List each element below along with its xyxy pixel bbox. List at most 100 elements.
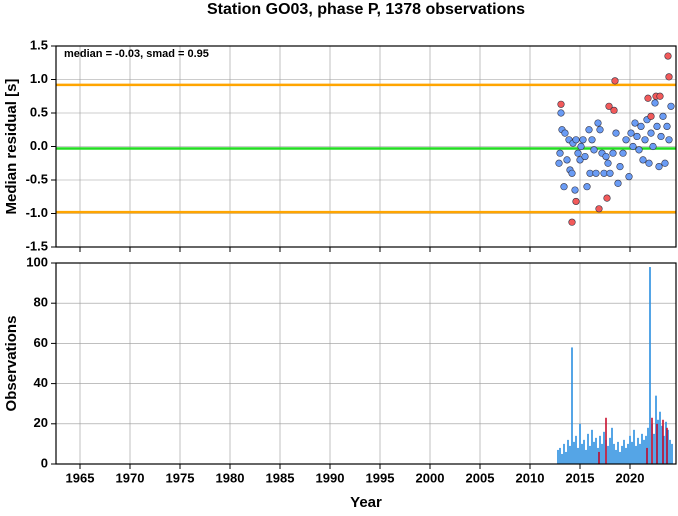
data-point (664, 52, 672, 60)
bar (651, 417, 653, 464)
data-point (637, 122, 645, 130)
x-tick-label: 1980 (216, 470, 245, 485)
x-tick-label: 1990 (316, 470, 345, 485)
y-tick-label: 20 (34, 415, 48, 430)
data-point (606, 169, 614, 177)
data-point (611, 77, 619, 85)
y-tick-label: -1.0 (26, 205, 48, 220)
chart-title: Station GO03, phase P, 1378 observations (207, 1, 525, 18)
data-point (616, 163, 624, 171)
data-point (577, 142, 585, 151)
data-point (665, 136, 673, 144)
bar (619, 451, 621, 464)
data-point (576, 156, 584, 164)
data-point (667, 102, 675, 110)
bar (583, 439, 585, 464)
data-point (631, 119, 639, 127)
bar (567, 439, 569, 464)
bar (579, 423, 581, 464)
bar (599, 435, 601, 464)
bar (665, 421, 667, 464)
bar (613, 443, 615, 464)
bar (645, 435, 647, 464)
bar (559, 447, 561, 464)
x-tick-label: 1965 (66, 470, 95, 485)
x-tick-label: 1985 (266, 470, 295, 485)
bar (603, 431, 605, 464)
y-tick-label: -1.5 (26, 238, 48, 253)
bar (656, 423, 658, 464)
data-point (594, 119, 602, 127)
bar (569, 445, 571, 464)
bar (666, 427, 668, 464)
x-axis-label: Year (350, 494, 382, 511)
bar (639, 443, 641, 464)
bar (621, 445, 623, 464)
data-point (561, 129, 569, 137)
bar (575, 435, 577, 464)
bar (637, 437, 639, 464)
data-point (644, 94, 652, 102)
bar (646, 447, 648, 464)
data-point (560, 183, 568, 191)
data-point (663, 122, 671, 130)
bar (647, 427, 649, 464)
bar (581, 443, 583, 464)
bar (635, 445, 637, 464)
data-point (635, 146, 643, 154)
data-point (602, 152, 610, 161)
bar (595, 437, 597, 464)
y-tick-label: 1.5 (30, 37, 48, 52)
data-point (645, 159, 653, 167)
bar (597, 447, 599, 464)
data-point (586, 169, 594, 177)
bar (587, 433, 589, 464)
data-point (612, 129, 620, 137)
data-point (659, 112, 667, 120)
data-point (625, 173, 633, 181)
bar (643, 439, 645, 464)
bar (573, 441, 575, 464)
bar (609, 437, 611, 464)
bar (629, 435, 631, 464)
bar (611, 427, 613, 464)
bar (593, 441, 595, 464)
bar (623, 439, 625, 464)
bar (601, 443, 603, 464)
bar (649, 267, 651, 464)
data-point (610, 106, 618, 114)
y-tick-label: -0.5 (26, 171, 48, 186)
bar (655, 395, 657, 464)
data-point (609, 149, 617, 157)
x-tick-label: 2000 (416, 470, 445, 485)
bar (653, 433, 655, 464)
data-point (647, 112, 655, 120)
data-point (647, 129, 655, 137)
data-point (605, 102, 613, 110)
data-point (557, 109, 565, 117)
x-tick-label: 1975 (166, 470, 195, 485)
data-point (572, 197, 580, 206)
data-point (555, 159, 563, 167)
bar (591, 429, 593, 464)
bar (571, 347, 573, 464)
bar (598, 451, 600, 464)
x-tick-label: 2020 (616, 470, 645, 485)
data-point (583, 183, 591, 191)
data-point (651, 99, 659, 107)
data-point (596, 126, 604, 134)
data-point (588, 136, 596, 144)
bar (557, 449, 559, 464)
data-point (629, 142, 637, 151)
y-tick-label: 0 (41, 455, 48, 470)
bar (671, 443, 673, 464)
data-point (572, 136, 580, 144)
data-point (574, 149, 582, 157)
bar (615, 449, 617, 464)
bar (617, 441, 619, 464)
y-tick-label: 40 (34, 375, 48, 390)
data-point (655, 163, 663, 171)
bar (585, 449, 587, 464)
plot-frame (55, 262, 677, 465)
data-point (568, 218, 576, 226)
